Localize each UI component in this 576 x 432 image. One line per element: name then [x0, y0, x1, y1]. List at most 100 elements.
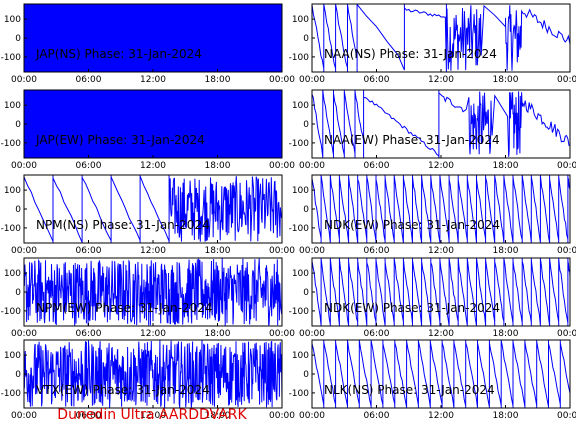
- phase-trace: [312, 175, 570, 243]
- x-tick-label: 00:00: [299, 161, 325, 171]
- y-tick-label: 0: [303, 34, 309, 44]
- y-tick-label: 100: [292, 15, 309, 25]
- x-tick-label: 06:00: [76, 246, 102, 256]
- phase-panel: 100 0 -100 00:00 06:00 12:00 18:00 00:00 NPM(NS)…: [1, 174, 295, 256]
- x-tick-label: 00:00: [269, 329, 295, 339]
- x-tick-label: 18:00: [493, 161, 519, 171]
- y-tick-label: 100: [4, 269, 21, 279]
- phase-trace: [312, 90, 570, 158]
- x-tick-label: 00:00: [11, 161, 37, 171]
- x-tick-label: 12:00: [428, 246, 454, 256]
- y-tick-label: -100: [289, 53, 310, 63]
- panel-title: JAP(NS) Phase: 31-Jan-2024: [35, 47, 202, 61]
- x-tick-label: 18:00: [493, 246, 519, 256]
- x-tick-label: 00:00: [11, 246, 37, 256]
- phase-trace: [24, 258, 282, 326]
- x-tick-label: 12:00: [140, 411, 166, 421]
- phase-panel: 100 0 -100 00:00 06:00 12:00 18:00 00:00 NAA(NS)…: [289, 3, 576, 85]
- x-tick-label: 00:00: [557, 411, 576, 421]
- x-tick-label: 00:00: [299, 411, 325, 421]
- x-tick-label: 00:00: [269, 161, 295, 171]
- x-tick-label: 00:00: [299, 329, 325, 339]
- y-tick-label: 0: [15, 370, 21, 380]
- y-tick-label: -100: [289, 307, 310, 317]
- y-tick-label: -100: [289, 139, 310, 149]
- phase-trace: [24, 90, 282, 158]
- y-tick-label: -100: [289, 389, 310, 399]
- x-tick-label: 18:00: [493, 329, 519, 339]
- x-tick-label: 18:00: [205, 246, 231, 256]
- x-tick-label: 12:00: [140, 329, 166, 339]
- axes-frame: [311, 89, 571, 159]
- panel-title: NDK(EW) Phase: 31-Jan-2024: [324, 218, 500, 232]
- x-tick-label: 06:00: [364, 161, 390, 171]
- panel-title: NPM(NS) Phase: 31-Jan-2024: [36, 218, 210, 232]
- y-tick-label: -100: [289, 224, 310, 234]
- y-tick-label: 0: [15, 120, 21, 130]
- phase-panel: 100 0 -100 00:00 06:00 12:00 18:00 00:00 NPM(EW)…: [1, 257, 295, 339]
- phase-panel: 100 0 -100 00:00 06:00 12:00 18:00 00:00 VTX(EW)…: [1, 339, 295, 421]
- y-tick-label: -100: [1, 224, 22, 234]
- y-tick-label: 100: [292, 269, 309, 279]
- x-tick-label: 12:00: [428, 161, 454, 171]
- x-tick-label: 00:00: [299, 75, 325, 85]
- x-tick-label: 00:00: [557, 75, 576, 85]
- panel-title: NDK(EW) Phase: 31-Jan-2024: [324, 301, 500, 315]
- x-tick-label: 00:00: [11, 75, 37, 85]
- y-tick-label: 0: [303, 120, 309, 130]
- phase-trace: [24, 340, 282, 408]
- panel-title: NAA(EW) Phase: 31-Jan-2024: [324, 133, 500, 147]
- y-tick-label: 0: [15, 205, 21, 215]
- y-tick-label: 100: [292, 351, 309, 361]
- phase-trace: [24, 175, 282, 243]
- x-tick-label: 00:00: [269, 411, 295, 421]
- phase-trace: [24, 4, 282, 72]
- y-tick-label: 0: [303, 205, 309, 215]
- x-tick-label: 00:00: [557, 246, 576, 256]
- y-tick-label: 0: [303, 288, 309, 298]
- y-tick-label: 100: [4, 186, 21, 196]
- x-tick-label: 06:00: [76, 161, 102, 171]
- x-tick-label: 12:00: [428, 329, 454, 339]
- phase-panel: 100 0 -100 00:00 06:00 12:00 18:00 00:00 JAP(NS)…: [1, 3, 295, 85]
- x-tick-label: 06:00: [364, 329, 390, 339]
- y-tick-label: 0: [15, 34, 21, 44]
- x-tick-label: 12:00: [428, 411, 454, 421]
- x-tick-label: 06:00: [76, 75, 102, 85]
- phase-trace: [312, 4, 570, 72]
- phase-panel: 100 0 -100 00:00 06:00 12:00 18:00 00:00 NDK(EW)…: [289, 174, 576, 256]
- x-tick-label: 18:00: [493, 411, 519, 421]
- phase-trace: [312, 258, 570, 326]
- x-tick-label: 00:00: [11, 329, 37, 339]
- phase-panel: 100 0 -100 00:00 06:00 12:00 18:00 00:00 NDK(EW)…: [289, 257, 576, 339]
- y-tick-label: 100: [4, 101, 21, 111]
- x-tick-label: 06:00: [364, 246, 390, 256]
- y-tick-label: 100: [4, 15, 21, 25]
- y-tick-label: -100: [1, 139, 22, 149]
- x-tick-label: 18:00: [205, 75, 231, 85]
- x-tick-label: 06:00: [76, 329, 102, 339]
- x-tick-label: 00:00: [269, 246, 295, 256]
- x-tick-label: 00:00: [557, 329, 576, 339]
- x-tick-label: 18:00: [205, 411, 231, 421]
- x-tick-label: 12:00: [428, 75, 454, 85]
- phase-panel: 100 0 -100 00:00 06:00 12:00 18:00 00:00 NLK(NS)…: [289, 339, 576, 421]
- x-tick-label: 12:00: [140, 75, 166, 85]
- phase-panel: 100 0 -100 00:00 06:00 12:00 18:00 00:00 JAP(EW)…: [1, 89, 295, 171]
- panel-title: NAA(NS) Phase: 31-Jan-2024: [324, 47, 497, 61]
- x-tick-label: 00:00: [299, 246, 325, 256]
- y-tick-label: -100: [1, 389, 22, 399]
- x-tick-label: 18:00: [493, 75, 519, 85]
- y-tick-label: 100: [292, 101, 309, 111]
- x-tick-label: 00:00: [269, 75, 295, 85]
- panel-title: NPM(EW) Phase: 31-Jan-2024: [36, 301, 213, 315]
- y-tick-label: 0: [15, 288, 21, 298]
- x-tick-label: 06:00: [364, 75, 390, 85]
- x-tick-label: 06:00: [76, 411, 102, 421]
- phase-panel: 100 0 -100 00:00 06:00 12:00 18:00 00:00 NAA(EW)…: [289, 89, 576, 171]
- y-tick-label: 100: [292, 186, 309, 196]
- x-tick-label: 00:00: [11, 411, 37, 421]
- x-tick-label: 12:00: [140, 246, 166, 256]
- y-tick-label: 100: [4, 351, 21, 361]
